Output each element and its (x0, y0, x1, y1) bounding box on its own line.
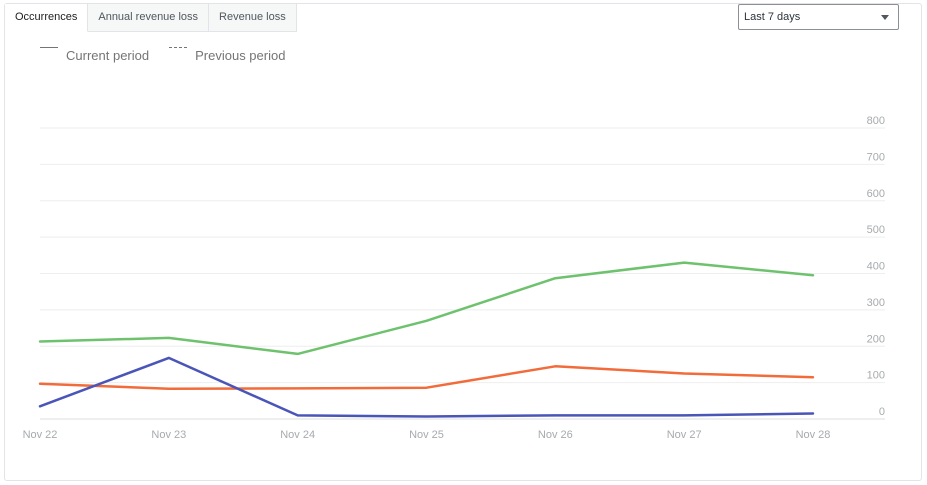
y-tick-label: 700 (867, 151, 885, 163)
y-tick-label: 100 (867, 370, 885, 382)
chart-panel (4, 3, 922, 481)
series-line-2 (38, 365, 815, 391)
chart-legend: Current period Previous period (40, 44, 305, 63)
x-tick-label: Nov 23 (151, 429, 186, 441)
y-tick-label: 800 (867, 115, 885, 127)
solid-line-icon (40, 47, 58, 48)
y-tick-label: 300 (867, 297, 885, 309)
legend-item-previous: Previous period (169, 44, 285, 63)
y-tick-label: 400 (867, 261, 885, 273)
series-line-3 (38, 356, 815, 418)
tab-occurrences[interactable]: Occurrences (5, 4, 89, 32)
series-line-1 (38, 261, 815, 356)
legend-label-previous: Previous period (195, 48, 286, 63)
y-tick-label: 600 (867, 188, 885, 200)
period-select[interactable]: Last 7 days (738, 4, 899, 30)
chart-tabs: Occurrences Annual revenue loss Revenue … (5, 4, 297, 32)
chevron-down-icon (881, 15, 889, 20)
x-tick-label: Nov 24 (280, 429, 315, 441)
x-tick-label: Nov 27 (667, 429, 702, 441)
y-tick-label: 500 (867, 224, 885, 236)
legend-item-current: Current period (40, 44, 149, 63)
x-tick-label: Nov 26 (538, 429, 573, 441)
period-select-value: Last 7 days (744, 11, 801, 23)
tab-revenue-loss[interactable]: Revenue loss (209, 4, 297, 32)
dashed-line-icon (169, 47, 188, 48)
y-tick-label: 0 (879, 406, 885, 418)
x-tick-label: Nov 22 (23, 429, 58, 441)
legend-label-current: Current period (66, 48, 150, 63)
x-tick-label: Nov 25 (409, 429, 444, 441)
tab-annual-revenue-loss[interactable]: Annual revenue loss (88, 4, 210, 32)
x-tick-label: Nov 28 (796, 429, 831, 441)
y-tick-label: 200 (867, 333, 885, 345)
